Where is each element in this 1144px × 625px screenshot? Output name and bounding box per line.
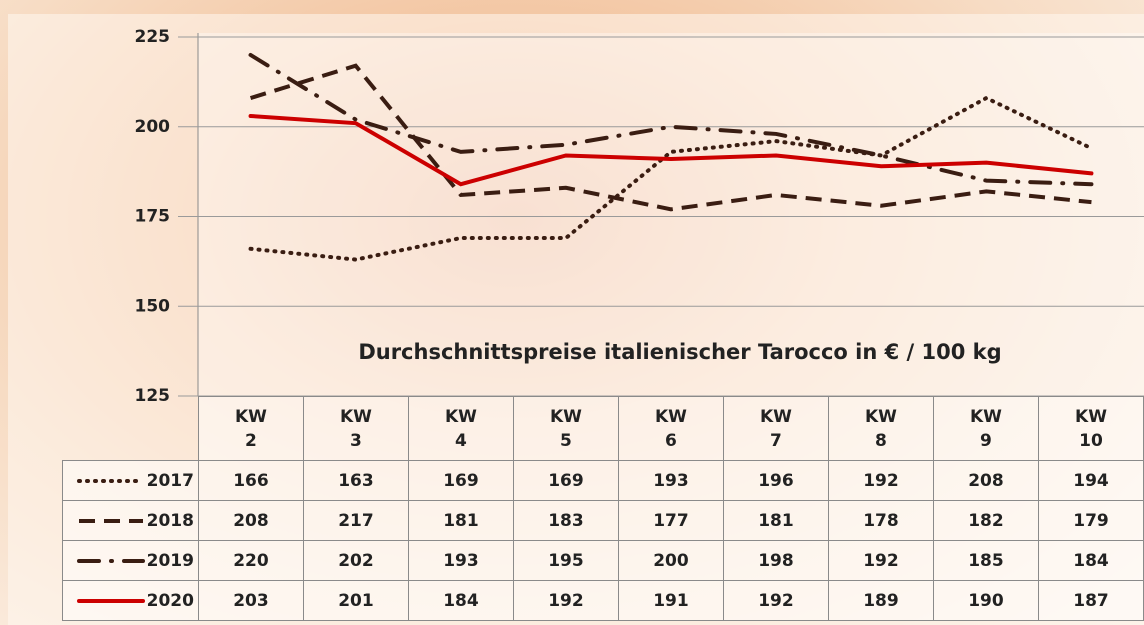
category-label: KW 8 <box>865 406 897 451</box>
value-cell: 217 <box>302 500 409 541</box>
category-label: KW 6 <box>655 406 687 451</box>
value-cell: 193 <box>617 460 724 501</box>
value-cell: 192 <box>827 540 934 581</box>
value-cell: 201 <box>302 580 409 621</box>
header-cell: KW 8 <box>827 396 934 461</box>
value-cell: 202 <box>302 540 409 581</box>
blank-cell <box>63 397 199 461</box>
value-cell: 181 <box>722 500 829 541</box>
y-tick-label: 175 <box>135 207 171 227</box>
value-cell: 179 <box>1037 500 1144 541</box>
value-cell: 192 <box>827 460 934 501</box>
value-cell: 220 <box>197 540 304 581</box>
legend-cell: 2020 <box>62 580 199 621</box>
legend-label: 2017 <box>146 470 194 491</box>
series-line <box>249 63 1092 212</box>
value-cell: 196 <box>722 460 829 501</box>
legend-cell: 2018 <box>62 500 199 541</box>
value-cell: 178 <box>827 500 934 541</box>
legend-swatch <box>76 558 145 563</box>
y-tick-label: 225 <box>135 27 171 47</box>
header-cell: KW 3 <box>302 396 409 461</box>
category-label: KW 5 <box>550 406 582 451</box>
header-cell: KW 10 <box>1037 396 1144 461</box>
legend-label: 2018 <box>146 510 194 531</box>
value-cell: 182 <box>932 500 1039 541</box>
category-label: KW 3 <box>340 406 372 451</box>
value-cell: 190 <box>932 580 1039 621</box>
legend-cell: 2017 <box>62 460 199 501</box>
plot-area <box>198 33 1144 396</box>
value-cell: 169 <box>512 460 619 501</box>
data-row: 2017 166 163 169 169 193 196 192 208 194 <box>62 460 1144 501</box>
value-cell: 208 <box>197 500 304 541</box>
value-cell: 192 <box>512 580 619 621</box>
series-line <box>248 113 1094 187</box>
value-cell: 194 <box>1037 460 1144 501</box>
header-cell: KW 5 <box>512 396 619 461</box>
legend-swatch <box>78 518 143 523</box>
category-label: KW 2 <box>235 406 267 451</box>
legend-swatch <box>76 478 145 483</box>
header-cell: KW 2 <box>197 396 304 461</box>
series-line <box>248 52 1094 187</box>
data-row: 2019 220 202 193 195 200 198 192 185 184 <box>62 540 1144 581</box>
legend-cell: 2019 <box>62 540 199 581</box>
header-cell: KW 7 <box>722 396 829 461</box>
header-cell: KW 6 <box>617 396 724 461</box>
value-cell: 191 <box>617 580 724 621</box>
data-row: 2018 208 217 181 183 177 181 178 182 179 <box>62 500 1144 541</box>
value-cell: 163 <box>302 460 409 501</box>
value-cell: 198 <box>722 540 829 581</box>
value-cell: 185 <box>932 540 1039 581</box>
value-cell: 183 <box>512 500 619 541</box>
value-cell: 200 <box>617 540 724 581</box>
data-table: KW 2 KW 3 KW 4 KW 5 KW 6 KW 7 KW 8 KW 9 KW 10 201… <box>62 396 1144 621</box>
value-cell: 189 <box>827 580 934 621</box>
value-cell: 208 <box>932 460 1039 501</box>
category-label: KW 9 <box>970 406 1002 451</box>
value-cell: 181 <box>407 500 514 541</box>
y-tick-label: 125 <box>135 386 171 406</box>
value-cell: 177 <box>617 500 724 541</box>
category-label: KW 4 <box>445 406 477 451</box>
chart-title: Durchschnittspreise italienischer Tarocc… <box>358 340 1001 364</box>
value-cell: 192 <box>722 580 829 621</box>
legend-label: 2019 <box>146 550 194 571</box>
legend-swatch <box>76 598 145 603</box>
value-cell: 195 <box>512 540 619 581</box>
header-row: KW 2 KW 3 KW 4 KW 5 KW 6 KW 7 KW 8 KW 9 KW 10 <box>63 396 1144 461</box>
value-cell: 203 <box>197 580 304 621</box>
value-cell: 184 <box>1037 540 1144 581</box>
value-cell: 184 <box>407 580 514 621</box>
series-line <box>248 95 1094 262</box>
category-label: KW 10 <box>1075 406 1107 451</box>
legend-label: 2020 <box>146 590 194 611</box>
header-cell: KW 9 <box>932 396 1039 461</box>
data-row: 2020 203 201 184 192 191 192 189 190 187 <box>62 580 1144 621</box>
value-cell: 166 <box>197 460 304 501</box>
value-cell: 169 <box>407 460 514 501</box>
y-tick-label: 200 <box>135 117 171 137</box>
header-cell: KW 4 <box>407 396 514 461</box>
value-cell: 193 <box>407 540 514 581</box>
category-label: KW 7 <box>760 406 792 451</box>
y-tick-label: 150 <box>135 296 171 316</box>
value-cell: 187 <box>1037 580 1144 621</box>
